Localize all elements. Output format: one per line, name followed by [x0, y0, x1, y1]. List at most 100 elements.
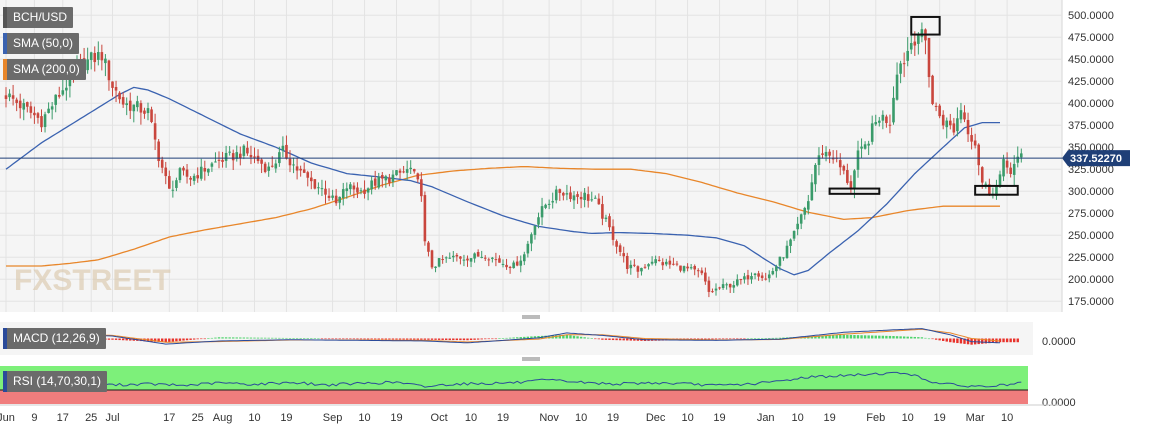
candle-body	[810, 182, 814, 201]
candle-body	[945, 120, 949, 128]
candle-body	[292, 164, 295, 166]
price-tick-label: 300.0000	[1068, 186, 1114, 198]
candle-body	[796, 223, 799, 230]
rsi-line	[5, 371, 1022, 388]
candle-body	[579, 196, 583, 200]
macd-bar	[405, 338, 409, 340]
candle-body	[569, 192, 572, 200]
legend-symbol[interactable]: BCH/USD	[3, 7, 74, 28]
candle-body	[604, 217, 608, 220]
candle-body	[689, 267, 693, 269]
macd-bar	[306, 338, 309, 339]
macd-bar	[959, 338, 963, 344]
candle-body	[107, 60, 111, 81]
candle-body	[476, 252, 480, 257]
macd-bar	[469, 338, 473, 341]
candle-body	[949, 120, 952, 126]
macd-bar	[334, 338, 338, 340]
macd-bar	[384, 338, 388, 340]
macd-bar	[327, 338, 331, 340]
legend-rsi[interactable]: RSI (14,70,30,1)	[3, 371, 108, 392]
macd-bar	[182, 338, 185, 341]
time-tick-label: 19	[497, 412, 509, 424]
panel-resize-handle-2[interactable]	[522, 357, 540, 361]
candle-body	[508, 266, 512, 269]
candle-body	[973, 140, 977, 146]
macd-bar	[423, 338, 427, 340]
legend-sma-50[interactable]: SMA (50,0)	[3, 33, 80, 54]
candle-body	[881, 114, 885, 121]
macd-bar	[480, 338, 483, 340]
macd-bar	[285, 337, 288, 339]
macd-bar	[835, 335, 838, 339]
macd-bar	[185, 338, 189, 341]
candle-body	[345, 188, 349, 192]
candle-body	[150, 109, 153, 123]
candle-body	[544, 204, 547, 208]
legend-macd[interactable]: MACD (12,26,9)	[3, 328, 106, 349]
candle-body	[65, 87, 68, 91]
candle-body	[412, 169, 416, 172]
macd-bar	[516, 337, 519, 339]
candle-body	[50, 106, 54, 110]
macd-bar	[505, 337, 508, 339]
candle-body	[349, 184, 352, 190]
candle-body	[253, 156, 256, 158]
time-tick-label: 10	[902, 412, 914, 424]
macd-bar	[700, 338, 703, 340]
legend-sma-200[interactable]: SMA (200,0)	[3, 59, 86, 80]
macd-bar	[952, 338, 956, 343]
candle-body	[341, 189, 345, 199]
macd-bar	[175, 338, 178, 342]
candle-body	[721, 284, 725, 288]
macd-bar	[867, 335, 870, 339]
candle-body	[956, 118, 959, 132]
candle-body	[558, 189, 562, 193]
candle-body	[913, 41, 917, 46]
candle-body	[171, 189, 175, 191]
macd-bar	[196, 338, 199, 340]
macd-bar	[842, 334, 845, 339]
panel-resize-handle[interactable]	[0, 312, 1062, 322]
candle-body	[111, 81, 114, 88]
candle-body	[295, 166, 299, 171]
macd-bar	[611, 338, 615, 341]
macd-bar	[445, 338, 448, 340]
macd-bar	[885, 335, 888, 339]
macd-bar	[775, 337, 778, 339]
candle-body	[11, 95, 15, 99]
candle-body	[902, 63, 906, 65]
macd-bar	[601, 338, 604, 340]
candle-body	[817, 155, 821, 165]
macd-bar	[981, 338, 984, 344]
macd-bar	[342, 338, 345, 340]
candle-body	[764, 278, 767, 280]
macd-bar	[934, 338, 938, 340]
candle-body	[160, 159, 164, 168]
candle-body	[743, 276, 746, 280]
macd-bar	[118, 338, 121, 341]
candle-body	[540, 206, 544, 218]
candle-body	[1009, 167, 1012, 174]
macd-bar	[924, 337, 927, 339]
candle-body	[214, 161, 217, 163]
macd-line	[5, 328, 1001, 345]
candle-body	[263, 163, 267, 172]
candle-body	[43, 114, 47, 128]
time-tick-label: 10	[681, 412, 693, 424]
macd-bar	[1002, 338, 1005, 343]
legend-symbol-label: BCH/USD	[13, 10, 68, 24]
candle-body	[192, 175, 196, 181]
macd-bar	[878, 335, 881, 339]
candle-body	[998, 174, 1002, 186]
macd-bar	[164, 338, 167, 343]
candle-body	[352, 185, 356, 190]
candle-body	[29, 106, 33, 113]
macd-bar	[267, 337, 270, 339]
candle-body	[757, 273, 760, 277]
macd-bar	[249, 337, 253, 339]
candle-body	[384, 176, 388, 181]
macd-bar	[537, 336, 540, 339]
candle-body	[125, 103, 128, 106]
macd-bar	[402, 338, 405, 340]
